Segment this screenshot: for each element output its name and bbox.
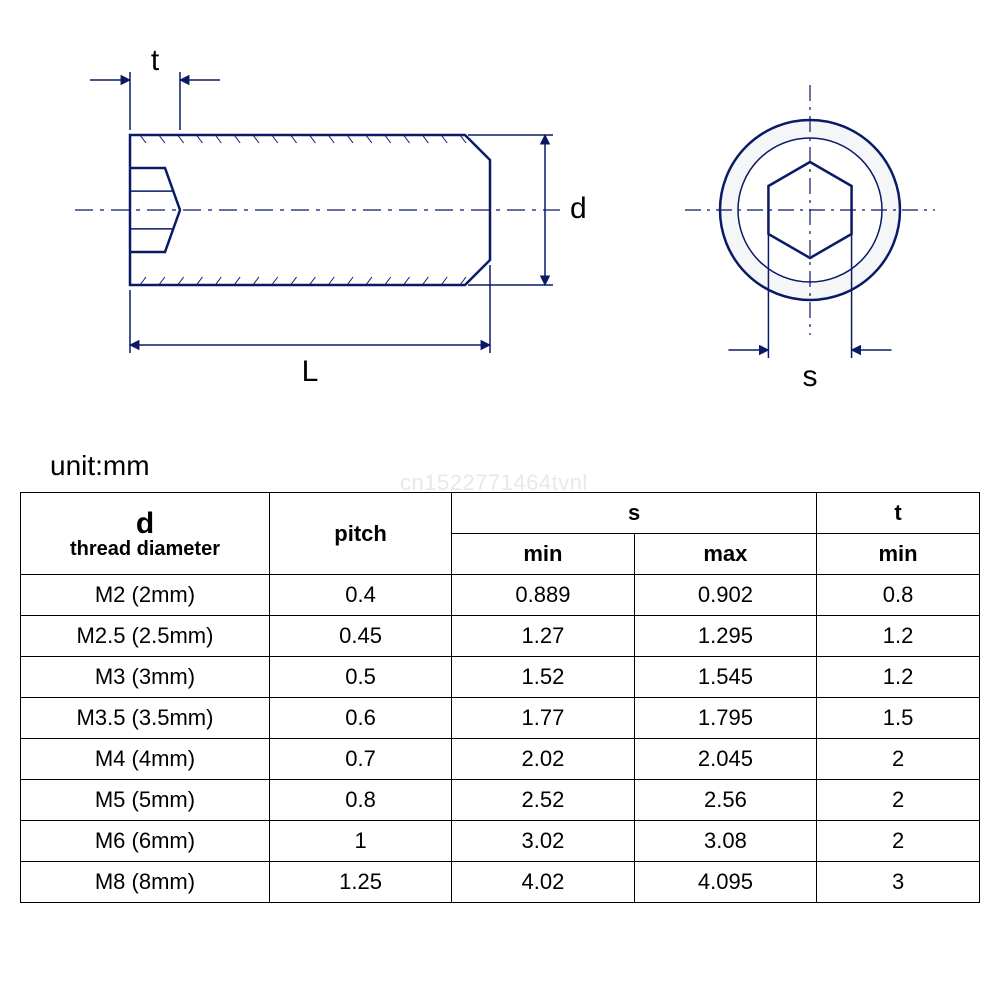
col-header-s-max: max — [634, 534, 816, 575]
svg-text:s: s — [803, 360, 818, 393]
table-row: M2 (2mm)0.40.8890.9020.8 — [21, 575, 980, 616]
cell-smax: 2.045 — [634, 739, 816, 780]
cell-tmin: 3 — [817, 862, 980, 903]
cell-pitch: 0.7 — [269, 739, 451, 780]
col-header-d: d thread diameter — [21, 493, 270, 575]
cell-smin: 4.02 — [452, 862, 634, 903]
cell-pitch: 0.8 — [269, 780, 451, 821]
svg-text:L: L — [302, 355, 319, 388]
table-row: M3.5 (3.5mm)0.61.771.7951.5 — [21, 698, 980, 739]
svg-text:d: d — [570, 192, 587, 225]
cell-pitch: 0.4 — [269, 575, 451, 616]
table-row: M8 (8mm)1.254.024.0953 — [21, 862, 980, 903]
cell-d: M3.5 (3.5mm) — [21, 698, 270, 739]
table-row: M4 (4mm)0.72.022.0452 — [21, 739, 980, 780]
cell-d: M3 (3mm) — [21, 657, 270, 698]
col-header-s-min: min — [452, 534, 634, 575]
d-header-sub: thread diameter — [27, 539, 263, 559]
cell-tmin: 1.2 — [817, 657, 980, 698]
table-row: M2.5 (2.5mm)0.451.271.2951.2 — [21, 616, 980, 657]
cell-pitch: 1.25 — [269, 862, 451, 903]
cell-tmin: 1.2 — [817, 616, 980, 657]
table-row: M5 (5mm)0.82.522.562 — [21, 780, 980, 821]
cell-smin: 2.02 — [452, 739, 634, 780]
cell-smin: 1.52 — [452, 657, 634, 698]
cell-pitch: 0.5 — [269, 657, 451, 698]
col-header-t: t — [817, 493, 980, 534]
cell-smin: 0.889 — [452, 575, 634, 616]
cell-d: M2.5 (2.5mm) — [21, 616, 270, 657]
col-header-s: s — [452, 493, 817, 534]
cell-d: M2 (2mm) — [21, 575, 270, 616]
col-header-t-min: min — [817, 534, 980, 575]
watermark-text: cn1522771464tvnl — [400, 470, 588, 496]
d-header-main: d — [27, 509, 263, 539]
cell-smax: 2.56 — [634, 780, 816, 821]
cell-smin: 3.02 — [452, 821, 634, 862]
cell-smax: 1.545 — [634, 657, 816, 698]
cell-tmin: 2 — [817, 739, 980, 780]
cell-smax: 0.902 — [634, 575, 816, 616]
cell-d: M6 (6mm) — [21, 821, 270, 862]
cell-d: M8 (8mm) — [21, 862, 270, 903]
cell-tmin: 2 — [817, 821, 980, 862]
col-header-pitch: pitch — [269, 493, 451, 575]
technical-diagram: t d Ls — [20, 40, 980, 420]
cell-smin: 1.77 — [452, 698, 634, 739]
cell-smax: 1.295 — [634, 616, 816, 657]
cell-d: M4 (4mm) — [21, 739, 270, 780]
cell-smax: 1.795 — [634, 698, 816, 739]
cell-pitch: 0.6 — [269, 698, 451, 739]
cell-tmin: 2 — [817, 780, 980, 821]
cell-smax: 3.08 — [634, 821, 816, 862]
cell-pitch: 1 — [269, 821, 451, 862]
table-row: M6 (6mm)13.023.082 — [21, 821, 980, 862]
svg-text:t: t — [151, 44, 160, 77]
cell-smax: 4.095 — [634, 862, 816, 903]
cell-d: M5 (5mm) — [21, 780, 270, 821]
cell-tmin: 0.8 — [817, 575, 980, 616]
cell-smin: 1.27 — [452, 616, 634, 657]
cell-pitch: 0.45 — [269, 616, 451, 657]
cell-tmin: 1.5 — [817, 698, 980, 739]
cell-smin: 2.52 — [452, 780, 634, 821]
spec-table: d thread diameter pitch s t min max min … — [20, 492, 980, 903]
table-row: M3 (3mm)0.51.521.5451.2 — [21, 657, 980, 698]
